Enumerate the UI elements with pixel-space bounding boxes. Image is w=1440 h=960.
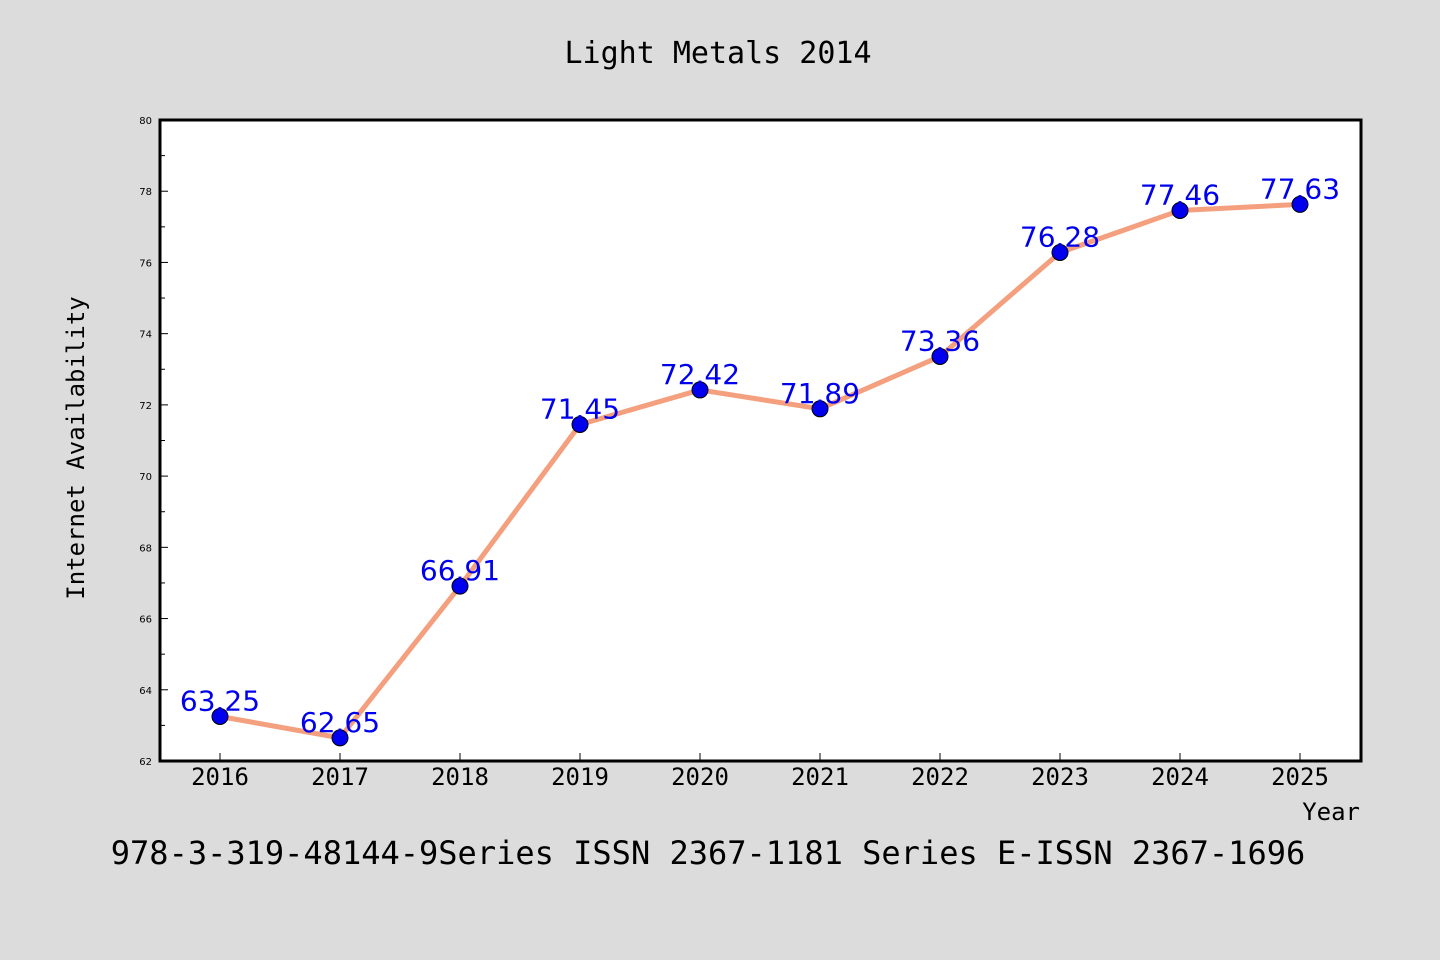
y-tick-label: 66 (139, 615, 152, 626)
data-label: 77.63 (1260, 172, 1340, 205)
x-axis-label: Year (1302, 798, 1360, 826)
x-tick-label: 2025 (1271, 763, 1329, 791)
data-point (571, 415, 589, 433)
x-tick-label: 2023 (1031, 763, 1089, 791)
data-point (1291, 195, 1309, 213)
data-point (691, 381, 709, 399)
data-labels: 63.25 62.65 66.91 71.45 72.42 71.89 73.36 76.28… (180, 172, 1340, 738)
data-label: 62.65 (300, 706, 380, 739)
data-label: 76.28 (1020, 220, 1100, 253)
y-tick-label: 76 (139, 258, 152, 269)
data-label: 71.45 (540, 392, 620, 425)
data-point (451, 577, 469, 595)
chart-title: Light Metals 2014 (564, 36, 871, 71)
x-tick-label: 2017 (311, 763, 369, 791)
series-polyline (219, 201, 1301, 741)
data-point (1051, 243, 1069, 261)
data-point (331, 729, 349, 747)
y-tick-label: 74 (139, 330, 152, 341)
data-label: 71.89 (780, 377, 860, 410)
y-axis: 62 64 66 68 70 72 74 76 78 80 (139, 116, 168, 768)
data-label: 66.91 (420, 554, 500, 587)
series-line (219, 201, 1301, 741)
y-tick-label: 72 (139, 401, 152, 412)
y-axis-label: Internet Availability (62, 296, 90, 599)
y-tick-label: 62 (139, 757, 152, 768)
x-tick-label: 2020 (671, 763, 729, 791)
y-tick-label: 68 (139, 543, 152, 554)
data-label: 77.46 (1140, 178, 1220, 211)
data-point (931, 347, 949, 365)
x-axis: 2016 2017 2018 2019 2020 2021 2022 2023 2024 2025 (191, 753, 1329, 791)
data-point (1171, 201, 1189, 219)
data-point (811, 400, 829, 418)
footer-text: 978-3-319-48144-9Series ISSN 2367-1181 S… (111, 834, 1305, 872)
x-tick-label: 2024 (1151, 763, 1209, 791)
y-tick-label: 64 (139, 686, 152, 697)
x-tick-label: 2022 (911, 763, 969, 791)
x-tick-label: 2021 (791, 763, 849, 791)
y-tick-label: 70 (139, 472, 152, 483)
x-tick-label: 2018 (431, 763, 489, 791)
data-label: 63.25 (180, 684, 260, 717)
y-tick-label: 80 (139, 116, 152, 127)
plot-area (158, 118, 1363, 763)
y-tick-label: 78 (139, 187, 152, 198)
data-point (211, 707, 229, 725)
x-tick-label: 2016 (191, 763, 249, 791)
x-tick-label: 2019 (551, 763, 609, 791)
data-label: 72.42 (660, 358, 740, 391)
data-label: 73.36 (900, 324, 980, 357)
data-markers (211, 195, 1309, 747)
